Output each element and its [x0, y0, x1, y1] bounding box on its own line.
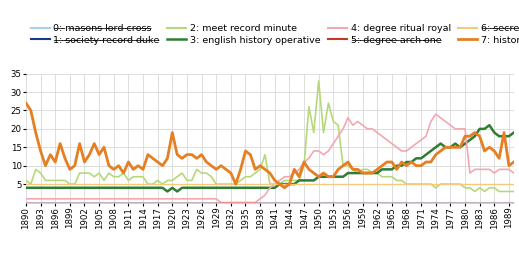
Legend: 0̶:̶ ̶m̶a̶s̶o̶n̶s̶ ̶l̶o̶r̶d̶ ̶c̶r̶o̶s̶s̶, 1̶:̶ ̶s̶o̶c̶i̶e̶t̶y̶ ̶r̶e̶c̶o̶r̶d̶ ̶d̶: 0̶:̶ ̶m̶a̶s̶o̶n̶s̶ ̶l̶o̶r̶d̶ ̶c̶r̶o̶s̶s̶… — [31, 24, 519, 45]
